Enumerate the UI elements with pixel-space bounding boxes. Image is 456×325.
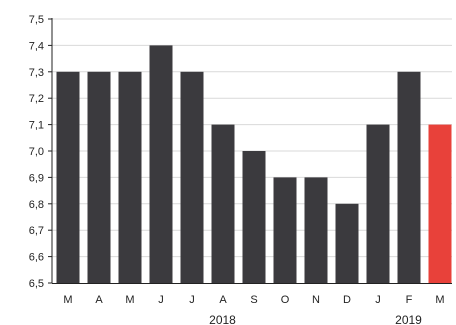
y-tick-label: 7,4 — [29, 40, 44, 52]
y-tick-label: 7,5 — [29, 14, 44, 26]
x-tick-label: J — [375, 294, 381, 306]
year-labels: 2018 2019 — [209, 313, 422, 325]
x-tick-label: J — [158, 294, 164, 306]
bar — [273, 177, 297, 283]
bar — [149, 45, 173, 284]
axes — [51, 18, 452, 284]
y-tick-label: 7,0 — [29, 146, 44, 158]
x-tick-label: M — [125, 294, 134, 306]
y-tick-label: 6,7 — [29, 225, 44, 237]
year-label: 2019 — [395, 313, 422, 325]
y-tick-label: 7,2 — [29, 93, 44, 105]
year-label: 2018 — [209, 313, 236, 325]
bar — [211, 124, 235, 283]
bar — [87, 71, 111, 283]
x-tick-label: F — [406, 294, 413, 306]
bar — [118, 71, 142, 283]
bar — [56, 71, 80, 283]
x-tick-label: O — [281, 294, 290, 306]
bar — [242, 151, 266, 283]
bar — [304, 177, 328, 283]
y-tick-label: 7,3 — [29, 67, 44, 79]
bars — [56, 45, 452, 284]
y-tick-label: 6,5 — [29, 278, 44, 290]
x-tick-label: M — [63, 294, 72, 306]
x-tick-label: M — [435, 294, 444, 306]
bar — [366, 124, 390, 283]
x-tick-label: J — [189, 294, 195, 306]
x-tick-label: S — [250, 294, 257, 306]
bar — [180, 71, 204, 283]
y-tick-label: 6,9 — [29, 172, 44, 184]
bar — [397, 71, 421, 283]
x-tick-label: A — [95, 294, 103, 306]
y-axis-ticks: 6,5 6,6 6,7 6,8 6,9 7,0 7,1 7,2 7,3 7,4 7,5 — [29, 14, 52, 290]
y-tick-label: 7,1 — [29, 120, 44, 132]
y-tick-label: 6,8 — [29, 199, 44, 211]
bar — [428, 124, 452, 283]
bar — [335, 203, 359, 283]
x-tick-label: N — [312, 294, 320, 306]
x-tick-label: D — [343, 294, 351, 306]
x-tick-label: A — [219, 294, 227, 306]
y-tick-label: 6,6 — [29, 252, 44, 264]
